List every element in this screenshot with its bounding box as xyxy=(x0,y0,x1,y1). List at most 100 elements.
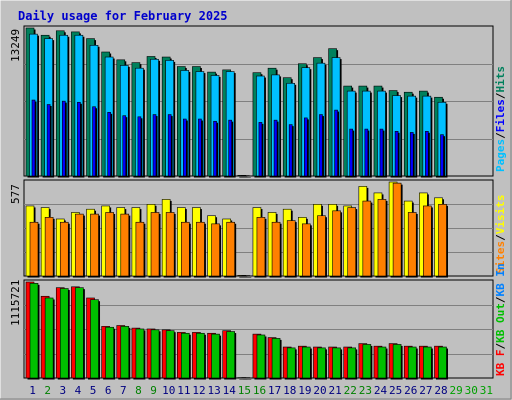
sites-bar xyxy=(75,213,84,277)
files-bar xyxy=(92,106,96,177)
files-bar xyxy=(304,117,308,177)
day-label: 27 xyxy=(419,384,432,397)
files-bar xyxy=(77,101,81,177)
kb-out-bar xyxy=(377,346,387,379)
svg-text:Pages/Files/Hits: Pages/Files/Hits xyxy=(494,66,507,172)
kb-out-bar xyxy=(407,346,417,379)
day-label: 23 xyxy=(359,384,372,397)
day-label: 21 xyxy=(329,384,342,397)
files-bar xyxy=(122,115,127,177)
sites-bar xyxy=(438,204,447,277)
sites-bar xyxy=(29,221,39,277)
legend-visits-sites: Sites/Visits xyxy=(494,195,507,275)
kb-out-bar xyxy=(423,346,432,379)
axis-max-visits: 577 xyxy=(9,184,22,204)
day-label: 2 xyxy=(44,384,51,397)
day-label: 15 xyxy=(238,384,251,397)
files-bar xyxy=(379,128,384,177)
legend-files: Files xyxy=(494,99,507,132)
legend-hits: Hits xyxy=(494,66,507,93)
files-bar xyxy=(334,109,338,177)
sites-bar xyxy=(59,221,69,277)
files-bar xyxy=(425,131,429,177)
kb-out-bar xyxy=(302,346,311,379)
kb-out-bar xyxy=(44,297,54,379)
legend-sites: Sites xyxy=(494,241,507,274)
day-axis-labels: 1 2 3 4 5 6 7 8 9 10 11 12 13 14 15 16 17 18 19 20 21 22 23 24 2… xyxy=(29,384,493,397)
sites-bar xyxy=(196,221,205,277)
sites-bar xyxy=(286,220,296,277)
files-bar xyxy=(228,119,232,177)
day-label: 8 xyxy=(135,384,142,397)
day-label: 12 xyxy=(192,384,205,397)
sites-bar xyxy=(105,212,114,277)
kb-out-bar xyxy=(392,344,402,379)
sites-bar xyxy=(180,221,190,277)
day-label: 1 xyxy=(29,384,36,397)
files-bar xyxy=(273,119,278,177)
kb-out-bar xyxy=(150,329,160,379)
kb-out-bar xyxy=(438,346,447,379)
sites-bar xyxy=(392,182,402,277)
sites-bar xyxy=(347,207,357,277)
sites-bar xyxy=(271,221,281,277)
sites-bar xyxy=(377,199,387,277)
kb-out-bar xyxy=(211,333,220,379)
files-bar xyxy=(394,131,399,177)
day-label: 30 xyxy=(465,384,478,397)
kb-out-bar xyxy=(135,328,145,379)
kb-out-bar xyxy=(75,287,84,379)
day-label: 14 xyxy=(223,384,237,397)
day-label: 19 xyxy=(298,384,311,397)
day-label: 17 xyxy=(268,384,281,397)
files-bar xyxy=(364,128,369,177)
day-label: 31 xyxy=(480,384,493,397)
files-bar xyxy=(319,114,323,177)
day-label: 10 xyxy=(162,384,175,397)
axis-max-kbytes: 1115721 xyxy=(9,280,22,326)
sites-bar xyxy=(150,212,160,277)
files-bar xyxy=(198,118,202,177)
hits-files-pages-panel xyxy=(23,25,494,178)
sites-bar xyxy=(407,212,417,277)
kb-out-bar xyxy=(286,347,296,379)
files-bar xyxy=(258,122,263,177)
sites-bar xyxy=(256,217,266,277)
files-bar xyxy=(61,100,66,177)
files-bar xyxy=(167,114,172,177)
files-bar xyxy=(213,120,217,177)
day-label: 3 xyxy=(60,384,67,397)
day-label: 16 xyxy=(253,384,266,397)
sites-bar xyxy=(120,213,130,277)
sites-bar xyxy=(211,223,220,277)
kb-out-bar xyxy=(59,288,69,379)
files-bar xyxy=(409,132,414,177)
files-bar xyxy=(31,99,36,177)
axis-max-hits: 13249 xyxy=(9,29,22,62)
day-label: 24 xyxy=(374,384,388,397)
day-label: 11 xyxy=(177,384,190,397)
sites-bar xyxy=(226,221,235,277)
sites-bar xyxy=(44,217,54,277)
day-label: 7 xyxy=(120,384,127,397)
day-label: 22 xyxy=(344,384,357,397)
day-label: 20 xyxy=(313,384,326,397)
sites-bar xyxy=(90,213,99,277)
files-bar xyxy=(152,114,157,177)
svg-text:KB F/KB Out/KB In: KB F/KB Out/KB In xyxy=(494,263,507,376)
kb-out-bar xyxy=(317,347,326,379)
legend-kbytes: KB F/KB Out/KB In xyxy=(494,263,507,376)
visits-sites-panel xyxy=(23,179,494,278)
legend-kb-out: KB Out xyxy=(494,303,507,343)
sites-bar xyxy=(135,221,145,277)
day-label: 28 xyxy=(434,384,447,397)
day-label: 5 xyxy=(90,384,97,397)
day-label: 26 xyxy=(404,384,417,397)
day-label: 9 xyxy=(150,384,157,397)
files-bar xyxy=(288,124,293,177)
sites-bar xyxy=(317,215,326,277)
day-label: 4 xyxy=(75,384,82,397)
files-bar xyxy=(349,128,354,177)
